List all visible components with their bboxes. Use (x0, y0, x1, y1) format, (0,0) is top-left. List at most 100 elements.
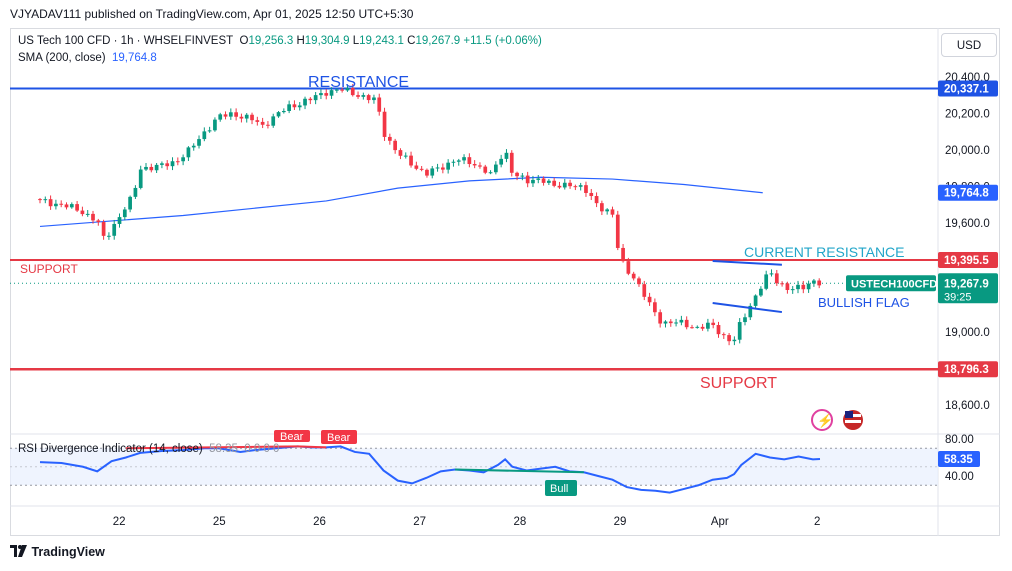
candle-body (541, 178, 546, 183)
candle-body (356, 95, 360, 97)
candle-body (181, 157, 185, 162)
candle-body (764, 274, 769, 289)
resistance-annotation: RESISTANCE (308, 74, 409, 91)
support-left-annotation: SUPPORT (20, 262, 78, 276)
sma-price-tag-bg (938, 184, 998, 201)
candle-body (562, 182, 567, 188)
currency-button[interactable]: USD (941, 33, 997, 57)
us-flag-canton (845, 411, 853, 418)
candle-body (340, 89, 344, 91)
candle-body (117, 217, 122, 224)
candle-body (642, 284, 647, 297)
candle-body (54, 203, 58, 207)
tradingview-logo-text: TradingView (31, 545, 105, 559)
candle-body (133, 187, 138, 197)
candle-body (260, 121, 265, 125)
candle-body (700, 326, 705, 329)
price-tick-label: 20,200.0 (945, 108, 990, 120)
rsi-band (10, 448, 938, 486)
candle-body (552, 180, 557, 186)
candle-body (255, 120, 260, 122)
candle-body (319, 93, 323, 96)
candle-body (653, 302, 657, 313)
candle-body (732, 339, 737, 342)
open-label: O (239, 35, 249, 47)
candle-body (504, 152, 509, 159)
symbol-legend: US Tech 100 CFD · 1h · WHSELFINVEST O19,… (18, 35, 542, 47)
open-value: 19,256.3 (248, 35, 294, 47)
bear-label-2: Bear (327, 432, 351, 444)
rsi-tick-label: 40.00 (945, 471, 974, 483)
candle-body (488, 172, 493, 174)
candle-body (382, 111, 387, 137)
candle-body (107, 235, 111, 237)
candle-body (292, 104, 297, 108)
candle-body (584, 185, 588, 193)
candle-body (753, 295, 758, 306)
candle-body (801, 284, 806, 290)
candle-body (345, 88, 350, 91)
rsi-value-tag: 58.35 (944, 454, 973, 466)
candle-body (478, 165, 482, 167)
candle-body (769, 273, 774, 275)
candle-body (711, 322, 716, 326)
candle-body (557, 185, 562, 188)
candle-body (737, 322, 742, 340)
sma-price-tag: 19,764.8 (944, 188, 989, 200)
sma-value: 19,764.8 (111, 52, 157, 64)
rsi-tick-label: 80.00 (945, 434, 974, 446)
candle-body (515, 172, 519, 177)
candle-body (154, 164, 159, 171)
candle-body (780, 283, 784, 285)
candle-body (276, 112, 281, 117)
close-value: 19,267.9 (415, 35, 461, 47)
candle-body (191, 145, 196, 148)
candle-body (430, 168, 435, 176)
candle-body (547, 180, 551, 183)
candle-body (451, 161, 456, 163)
rsi-legend[interactable]: RSI Divergence Indicator (14, close) 58.… (18, 443, 279, 455)
candle-body (202, 131, 207, 140)
sma-legend[interactable]: SMA (200, close) 19,764.8 (18, 52, 157, 64)
candle-body (409, 155, 413, 166)
candle-body (658, 312, 663, 324)
candle-body (785, 283, 790, 290)
last-price-tag-bg (938, 273, 998, 304)
candle-body (721, 334, 726, 336)
candle-body (48, 199, 53, 207)
candle-body (160, 163, 164, 165)
symbol-name[interactable]: US Tech 100 CFD · 1h · WHSELFINVEST (18, 35, 234, 47)
price-tick-label: 18,600.0 (945, 400, 990, 412)
candle-body (520, 175, 525, 177)
candle-body (85, 213, 90, 215)
candle-body (748, 305, 753, 318)
candle-body (531, 179, 535, 184)
candle-body (372, 97, 376, 101)
candle-body (287, 104, 291, 111)
candle-body (472, 164, 477, 166)
candle-body (790, 289, 795, 291)
tradingview-logo[interactable]: TradingView (10, 545, 105, 559)
symbol-tag: USTECH100CFD (851, 278, 937, 290)
candle-body (213, 119, 217, 131)
flash-icon-glyph: ⚡ (817, 413, 833, 429)
candle-body (743, 317, 747, 323)
rsi-legend-rest: 0 0 0 0 (244, 443, 280, 455)
candle-body (727, 335, 731, 342)
candle-body (684, 319, 689, 328)
time-tick-label: 27 (413, 516, 426, 528)
candle-body (425, 169, 429, 176)
candle-body (144, 166, 148, 170)
candle-body (228, 112, 233, 117)
candle-body (435, 167, 440, 169)
candle-body (647, 296, 652, 303)
low-label: L (352, 35, 360, 47)
candle-body (297, 105, 302, 108)
candle-body (244, 114, 249, 119)
candle-body (578, 185, 583, 187)
support-bottom-annotation: SUPPORT (700, 375, 777, 392)
rsi-legend-value: 58.35 (209, 443, 238, 455)
rsi-line (39, 445, 821, 494)
candle-body (615, 214, 620, 248)
